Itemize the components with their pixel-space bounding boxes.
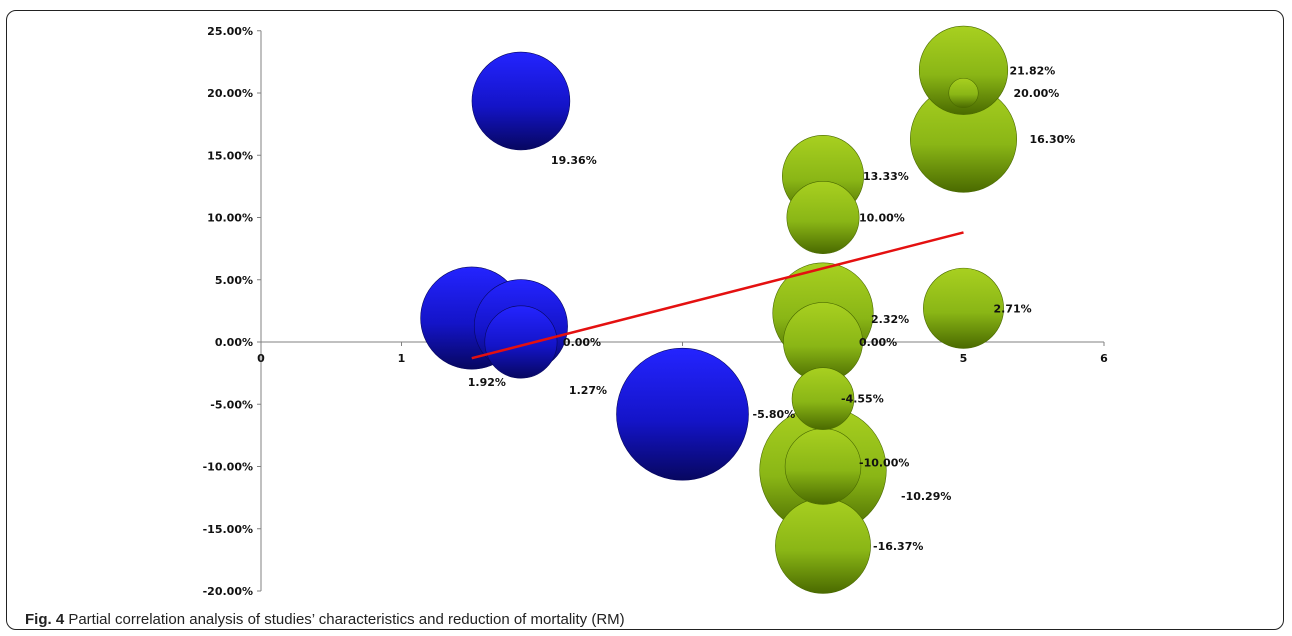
y-tick-label: 25.00% xyxy=(207,25,253,38)
data-label: -16.37% xyxy=(873,540,923,553)
y-tick-label: 15.00% xyxy=(207,149,253,162)
blue-bubble xyxy=(616,347,749,481)
green-bubble xyxy=(948,77,979,109)
figure-label: Fig. 4 xyxy=(25,611,65,628)
x-tick-label: 5 xyxy=(960,352,968,365)
data-label: 21.82% xyxy=(1010,64,1056,77)
blue-bubble xyxy=(484,305,558,379)
green-bubble xyxy=(786,181,860,254)
data-label: 20.00% xyxy=(1014,87,1060,100)
green-bubble xyxy=(784,428,862,505)
data-label: 2.71% xyxy=(994,302,1032,315)
green-bubble xyxy=(918,25,1009,115)
data-label: -10.00% xyxy=(859,457,909,470)
blue-bubble xyxy=(471,51,571,151)
data-label: 16.30% xyxy=(1030,133,1076,146)
y-tick-label: 5.00% xyxy=(215,274,253,287)
green-bubble xyxy=(791,367,855,430)
data-label: 10.00% xyxy=(859,212,905,225)
data-label: -4.55% xyxy=(841,393,884,406)
caption-text: Partial correlation analysis of studies’… xyxy=(64,611,625,628)
axes: 25.00%20.00%15.00%10.00%5.00%0.00%-5.00%… xyxy=(203,25,1109,598)
data-labels: 19.36% 1.92% 1.27% 0.00% -5.80% 21.82% 20.00% 1… xyxy=(468,64,1076,552)
x-tick-label: 1 xyxy=(398,352,406,365)
y-tick-label: 10.00% xyxy=(207,212,253,225)
y-tick-label: -10.00% xyxy=(203,461,253,474)
data-label: 2.32% xyxy=(871,313,909,326)
y-tick-label: -20.00% xyxy=(203,585,253,598)
data-label: 19.36% xyxy=(551,154,597,167)
x-tick-label: 0 xyxy=(257,352,265,365)
trendline-group xyxy=(471,231,964,360)
data-label: 0.00% xyxy=(563,336,601,349)
bubble-chart: 25.00%20.00%15.00%10.00%5.00%0.00%-5.00%… xyxy=(203,25,1109,598)
data-label: -5.80% xyxy=(753,408,796,421)
y-tick-label: 20.00% xyxy=(207,87,253,100)
y-tick-label: -5.00% xyxy=(210,398,253,411)
green-bubble xyxy=(775,497,871,594)
trendline xyxy=(471,231,964,360)
data-label: 1.92% xyxy=(468,376,506,389)
data-label: 1.27% xyxy=(569,384,607,397)
data-label: 0.00% xyxy=(859,336,897,349)
bubbles xyxy=(420,25,1018,594)
y-tick-label: 0.00% xyxy=(215,336,253,349)
green-bubble xyxy=(923,267,1004,349)
y-tick-label: -15.00% xyxy=(203,523,253,536)
figure-frame: 25.00% 20.00% 15.00% 10.00% 5.00% 0.00% -5.00%… xyxy=(6,10,1284,630)
data-label: 13.33% xyxy=(863,170,909,183)
data-label: -10.29% xyxy=(901,490,951,503)
x-tick-label: 6 xyxy=(1100,352,1108,365)
figure-caption: Fig. 4 Partial correlation analysis of s… xyxy=(25,611,625,628)
